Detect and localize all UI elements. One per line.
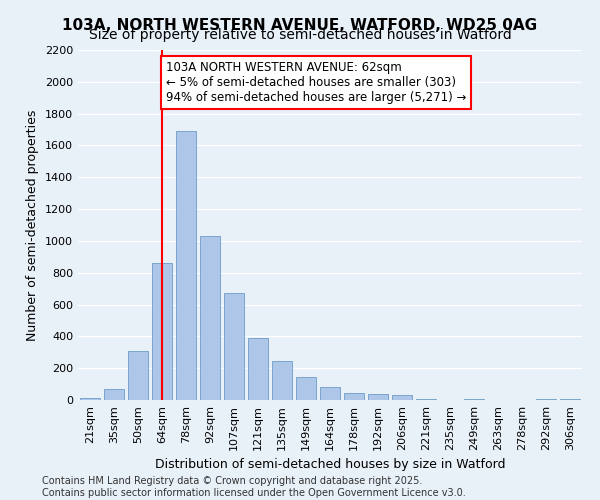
Bar	[344, 393, 364, 400]
Bar	[104, 389, 124, 400]
Bar	[200, 236, 220, 400]
Bar	[176, 131, 196, 400]
Bar	[296, 377, 316, 400]
Bar	[224, 294, 244, 400]
Bar	[392, 395, 412, 400]
X-axis label: Distribution of semi-detached houses by size in Watford: Distribution of semi-detached houses by …	[155, 458, 505, 471]
Bar	[80, 398, 100, 400]
Bar	[464, 399, 484, 400]
Bar	[320, 388, 340, 400]
Text: Size of property relative to semi-detached houses in Watford: Size of property relative to semi-detach…	[89, 28, 511, 42]
Bar	[416, 399, 436, 400]
Bar	[368, 394, 388, 400]
Bar	[128, 350, 148, 400]
Bar	[152, 263, 172, 400]
Text: Contains HM Land Registry data © Crown copyright and database right 2025.
Contai: Contains HM Land Registry data © Crown c…	[42, 476, 466, 498]
Bar	[248, 338, 268, 400]
Text: 103A, NORTH WESTERN AVENUE, WATFORD, WD25 0AG: 103A, NORTH WESTERN AVENUE, WATFORD, WD2…	[62, 18, 538, 32]
Bar	[536, 399, 556, 400]
Bar	[272, 361, 292, 400]
Bar	[560, 399, 580, 400]
Y-axis label: Number of semi-detached properties: Number of semi-detached properties	[26, 110, 40, 340]
Text: 103A NORTH WESTERN AVENUE: 62sqm
← 5% of semi-detached houses are smaller (303)
: 103A NORTH WESTERN AVENUE: 62sqm ← 5% of…	[166, 61, 466, 104]
